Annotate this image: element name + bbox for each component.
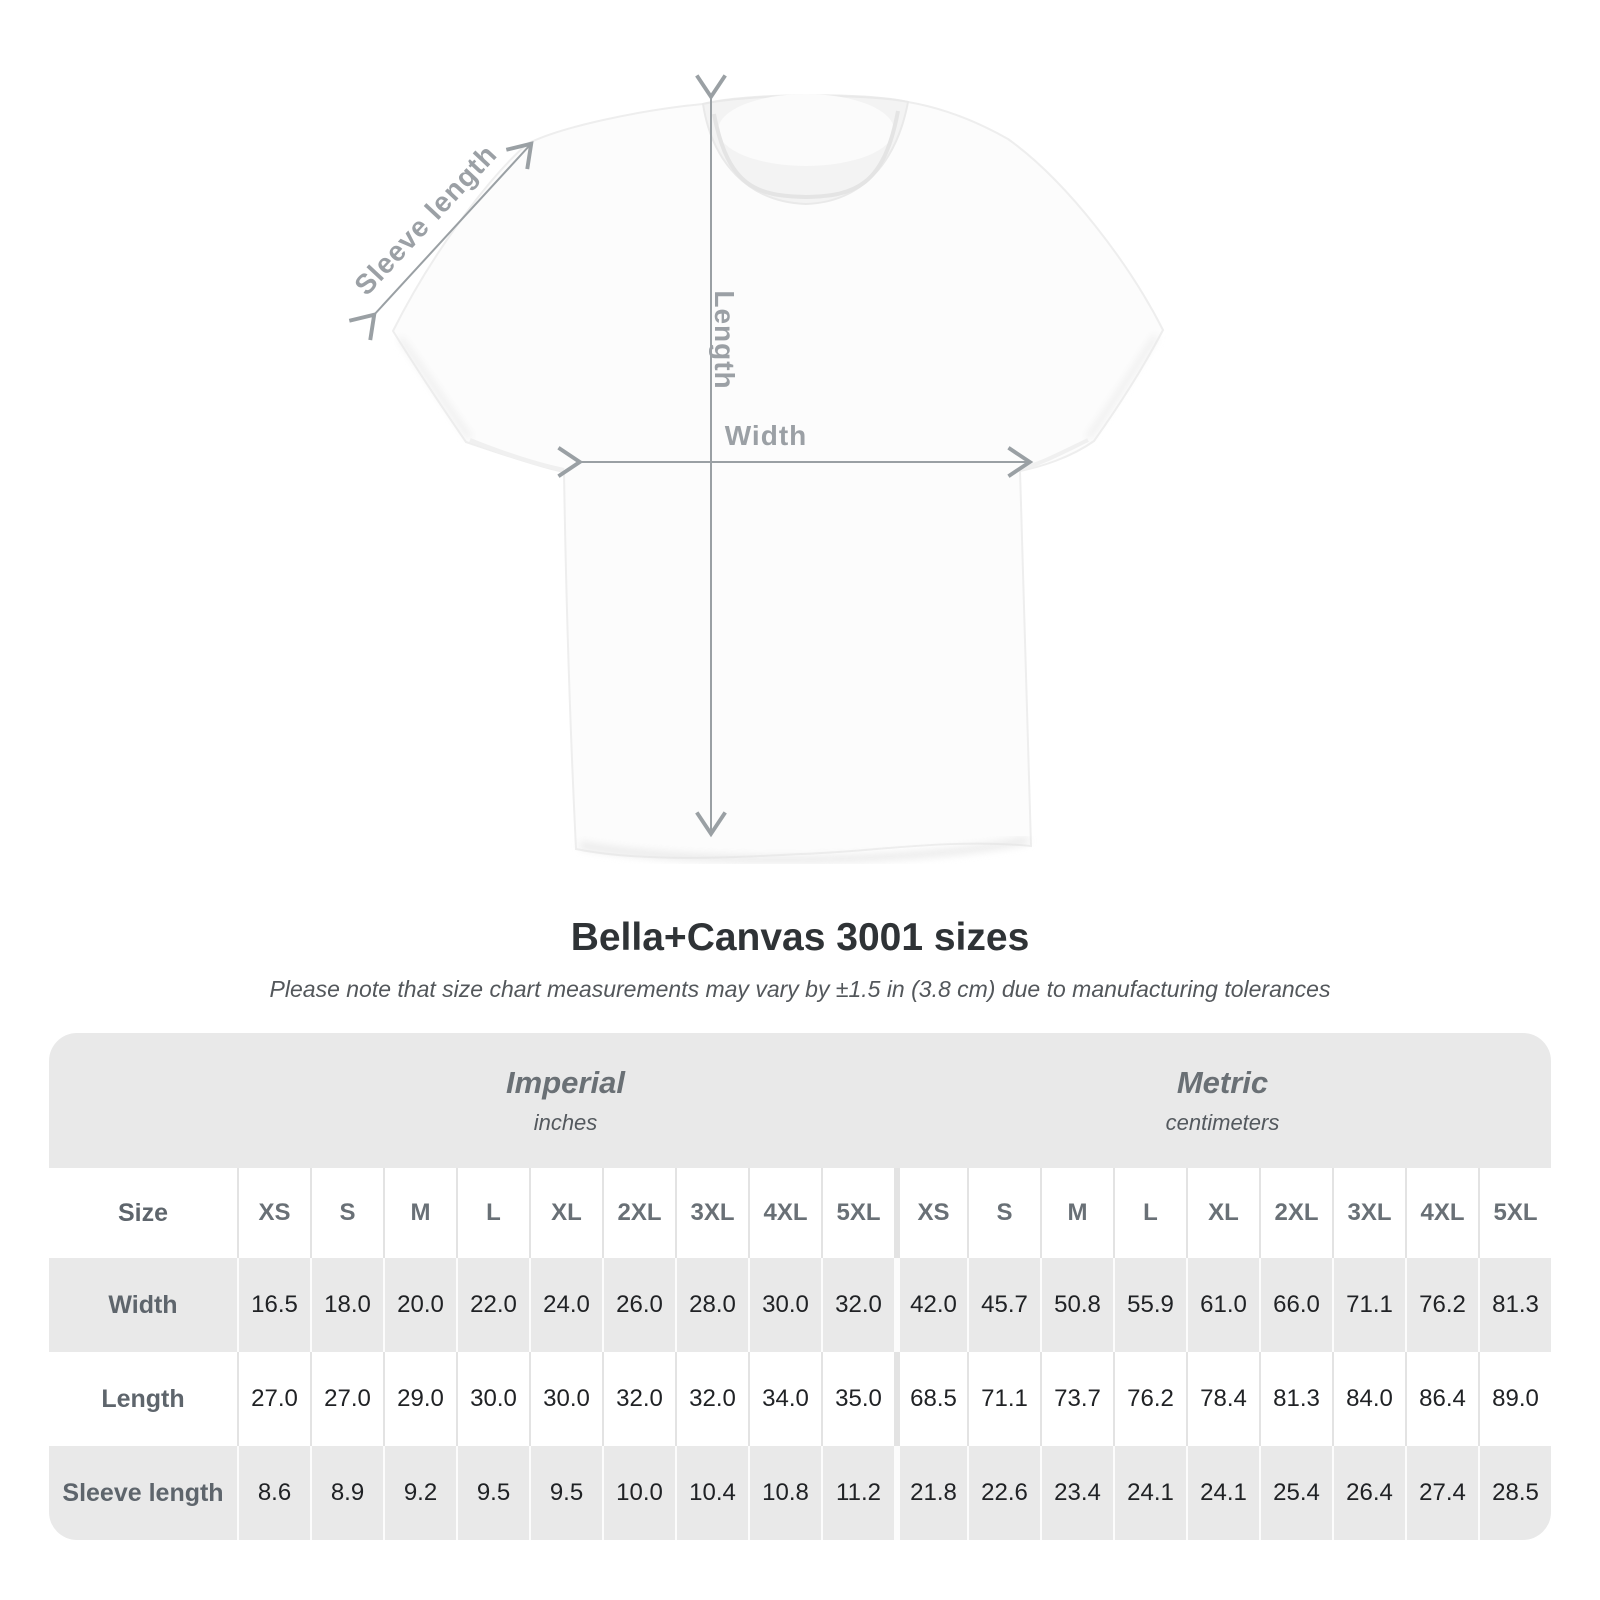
- value-cell: 20.0: [383, 1258, 456, 1352]
- size-header-metric-xl: XL: [1186, 1168, 1259, 1258]
- size-header-imperial-3xl: 3XL: [675, 1168, 748, 1258]
- value-cell: 30.0: [456, 1352, 529, 1446]
- value-cell: 26.4: [1332, 1446, 1405, 1540]
- value-cell: 89.0: [1478, 1352, 1551, 1446]
- section-title: Imperial: [506, 1065, 625, 1100]
- size-header-metric-xs: XS: [894, 1168, 967, 1258]
- tolerance-note: Please note that size chart measurements…: [269, 976, 1331, 1002]
- value-cell: 84.0: [1332, 1352, 1405, 1446]
- size-header-imperial-s: S: [310, 1168, 383, 1258]
- value-cell: 28.5: [1478, 1446, 1551, 1540]
- value-cell: 25.4: [1259, 1446, 1332, 1540]
- value-cell: 24.1: [1113, 1446, 1186, 1540]
- table-corner: [49, 1033, 237, 1168]
- value-cell: 76.2: [1405, 1258, 1478, 1352]
- value-cell: 50.8: [1040, 1258, 1113, 1352]
- value-cell: 8.6: [237, 1446, 310, 1540]
- length-annotation: Length: [709, 290, 740, 390]
- value-cell: 23.4: [1040, 1446, 1113, 1540]
- size-diagram: Sleeve length Length Width: [348, 74, 1165, 864]
- value-cell: 78.4: [1186, 1352, 1259, 1446]
- value-cell: 21.8: [894, 1446, 967, 1540]
- value-cell: 9.5: [529, 1446, 602, 1540]
- section-subtitle: inches: [533, 1110, 598, 1135]
- value-cell: 45.7: [967, 1258, 1040, 1352]
- size-header-metric-l: L: [1113, 1168, 1186, 1258]
- value-cell: 18.0: [310, 1258, 383, 1352]
- size-header-metric-5xl: 5XL: [1478, 1168, 1551, 1258]
- value-cell: 81.3: [1259, 1352, 1332, 1446]
- section-header-imperial: Imperial inches: [237, 1033, 894, 1168]
- value-cell: 29.0: [383, 1352, 456, 1446]
- row-label: Length: [49, 1352, 237, 1446]
- value-cell: 76.2: [1113, 1352, 1186, 1446]
- value-cell: 27.0: [310, 1352, 383, 1446]
- value-cell: 8.9: [310, 1446, 383, 1540]
- value-cell: 73.7: [1040, 1352, 1113, 1446]
- tshirt-body: [391, 94, 1165, 864]
- value-cell: 42.0: [894, 1258, 967, 1352]
- measurement-arrows: [348, 74, 1034, 838]
- tshirt-illustration: [348, 74, 1165, 864]
- value-cell: 86.4: [1405, 1352, 1478, 1446]
- size-column-header: Size: [49, 1168, 237, 1258]
- value-cell: 24.1: [1186, 1446, 1259, 1540]
- value-cell: 24.0: [529, 1258, 602, 1352]
- size-header-metric-2xl: 2XL: [1259, 1168, 1332, 1258]
- value-cell: 71.1: [967, 1352, 1040, 1446]
- value-cell: 32.0: [675, 1352, 748, 1446]
- value-cell: 28.0: [675, 1258, 748, 1352]
- value-cell: 68.5: [894, 1352, 967, 1446]
- value-cell: 30.0: [748, 1258, 821, 1352]
- sleeve-length-arrow: [348, 141, 534, 341]
- section-subtitle: centimeters: [1165, 1110, 1280, 1135]
- value-cell: 32.0: [821, 1258, 894, 1352]
- size-header-imperial-l: L: [456, 1168, 529, 1258]
- tshirt-collar: [701, 94, 910, 206]
- page-title: Bella+Canvas 3001 sizes: [570, 916, 1030, 959]
- size-header-metric-3xl: 3XL: [1332, 1168, 1405, 1258]
- value-cell: 26.0: [602, 1258, 675, 1352]
- value-cell: 9.2: [383, 1446, 456, 1540]
- value-cell: 9.5: [456, 1446, 529, 1540]
- value-cell: 22.6: [967, 1446, 1040, 1540]
- section-title: Metric: [1176, 1065, 1269, 1100]
- value-cell: 81.3: [1478, 1258, 1551, 1352]
- size-header-imperial-m: M: [383, 1168, 456, 1258]
- value-cell: 16.5: [237, 1258, 310, 1352]
- size-header-imperial-4xl: 4XL: [748, 1168, 821, 1258]
- size-header-metric-4xl: 4XL: [1405, 1168, 1478, 1258]
- value-cell: 61.0: [1186, 1258, 1259, 1352]
- size-table: Imperial inches Metric centimeters Size XS S M L…: [49, 1033, 1551, 1540]
- value-cell: 34.0: [748, 1352, 821, 1446]
- value-cell: 10.4: [675, 1446, 748, 1540]
- value-cell: 32.0: [602, 1352, 675, 1446]
- value-cell: 11.2: [821, 1446, 894, 1540]
- value-cell: 30.0: [529, 1352, 602, 1446]
- size-header-metric-m: M: [1040, 1168, 1113, 1258]
- value-cell: 27.0: [237, 1352, 310, 1446]
- value-cell: 55.9: [1113, 1258, 1186, 1352]
- value-cell: 10.8: [748, 1446, 821, 1540]
- value-cell: 71.1: [1332, 1258, 1405, 1352]
- value-cell: 27.4: [1405, 1446, 1478, 1540]
- size-header-imperial-2xl: 2XL: [602, 1168, 675, 1258]
- value-cell: 66.0: [1259, 1258, 1332, 1352]
- section-header-metric: Metric centimeters: [894, 1033, 1551, 1168]
- row-label: Width: [108, 1290, 178, 1319]
- width-annotation: Width: [724, 420, 808, 451]
- size-header-metric-s: S: [967, 1168, 1040, 1258]
- value-cell: 10.0: [602, 1446, 675, 1540]
- value-cell: 22.0: [456, 1258, 529, 1352]
- size-header-imperial-xl: XL: [529, 1168, 602, 1258]
- size-header-imperial-xs: XS: [237, 1168, 310, 1258]
- value-cell: 35.0: [821, 1352, 894, 1446]
- size-header-imperial-5xl: 5XL: [821, 1168, 894, 1258]
- row-label: Sleeve length: [62, 1478, 224, 1507]
